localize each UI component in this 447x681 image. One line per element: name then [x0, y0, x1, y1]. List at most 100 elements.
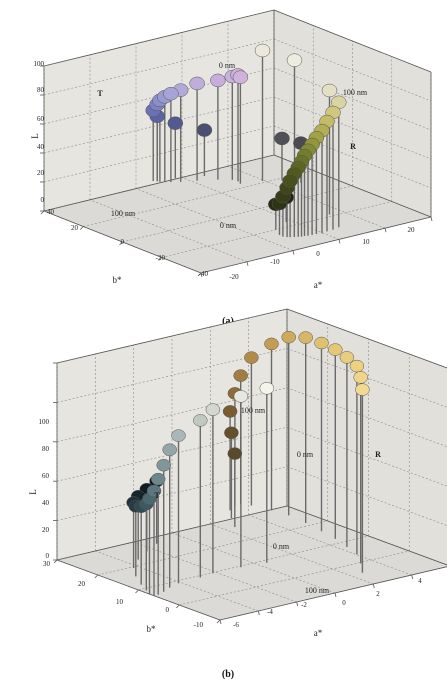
- panel-a-point-t: [282, 174, 298, 188]
- panel-a-a-tick-mark: [292, 250, 295, 255]
- panel-a-b-tick: 0: [121, 238, 125, 246]
- panel-b-grid-line: [133, 541, 297, 603]
- panel-b-point-t: [193, 414, 208, 427]
- panel-a-z-axis-label: L: [30, 133, 40, 139]
- panel-b-annotation-100nm-t: 100 nm: [305, 586, 330, 595]
- panel-a-point-t: [286, 53, 303, 67]
- panel-b-b-tick-mark: [94, 574, 99, 579]
- panel-a-b-tick-labels: 40 20 0 -20 -40: [47, 208, 208, 278]
- panel-b-point-r: [314, 336, 329, 350]
- panel-a-z-tick: 100: [34, 60, 45, 68]
- panel-a-a-tick: 10: [363, 238, 371, 246]
- panel-b-grid-line: [171, 532, 336, 594]
- panel-b-point-r: [298, 331, 313, 344]
- panel-a-grid-line: [273, 96, 432, 160]
- panel-a-b-tick: 40: [47, 208, 55, 216]
- panel-a-series-label-t: T: [97, 89, 103, 98]
- panel-b-back-wall-right: [287, 309, 447, 565]
- panel-b-point-t: [150, 472, 166, 486]
- panel-a-b-axis-label: b*: [113, 275, 123, 285]
- panel-b-point-t: [171, 429, 186, 442]
- panel-b-annotation-0nm-t: 0 nm: [297, 450, 314, 459]
- panel-b-b-axis-label: b*: [147, 624, 157, 634]
- panel-b-b-tick-labels: 30 20 10 0 -10: [43, 560, 203, 629]
- panel-b-point-t: [259, 382, 275, 395]
- panel-a-z-tick-labels: 100 80 60 40 20 0: [34, 60, 45, 204]
- panel-a-a-tick-mark: [430, 216, 433, 222]
- panel-b-a-tick-mark: [219, 619, 222, 625]
- panel-a-b-tick-mark: [197, 272, 202, 277]
- panel-a-point-r: [196, 123, 213, 137]
- panel-a-point-r: [163, 86, 179, 101]
- panel-b-b-tick: 20: [78, 580, 86, 588]
- panel-b-grid-line: [248, 514, 412, 576]
- panel-a-a-tick-mark: [246, 261, 249, 266]
- panel-b-b-tick: 10: [116, 598, 124, 606]
- panel-b-grid-line: [56, 426, 288, 482]
- panel-a-grid-line: [89, 199, 248, 263]
- panel-a-point-r: [167, 116, 184, 130]
- panel-b-point-t: [146, 484, 162, 498]
- panel-a-point-r: [210, 73, 226, 88]
- panel-a-b-tick: -40: [199, 270, 209, 278]
- panel-b-caption: (b): [222, 669, 234, 680]
- panel-a-grid-line: [161, 201, 392, 258]
- panel-b-a-tick: -4: [267, 608, 273, 616]
- panel-a-grid-line: [43, 125, 275, 183]
- panel-a-z-tick: 80: [37, 86, 45, 94]
- panel-b-point-r: [224, 426, 239, 440]
- panel-a-z-tick: 60: [37, 115, 45, 123]
- panel-b-a-tick-mark: [296, 601, 299, 607]
- panel-b-z-tick: 20: [42, 526, 50, 534]
- panel-a-a-tick: -20: [229, 273, 239, 281]
- panel-a-grid-line: [181, 177, 340, 240]
- panel-a-grid-line: [43, 96, 275, 154]
- panel-a-annotation-0nm-t: 0 nm: [219, 61, 236, 70]
- panel-b-grid-line: [286, 466, 447, 526]
- panel-b-z-axis-label: L: [28, 489, 38, 495]
- panel-b-z-tick: 100: [39, 418, 50, 426]
- panel-a-point-t: [321, 83, 338, 98]
- panel-b-chart: 100 80 60 40 20 0 L 30 20 10 0 -10 b* -6…: [28, 308, 447, 680]
- panel-a-a-tick: 0: [316, 250, 320, 258]
- panel-b-point-r: [244, 351, 259, 364]
- panel-a-grid-line: [43, 38, 275, 96]
- panel-a-annotation-100nm-r: 100 nm: [343, 88, 368, 97]
- panel-b-point-r: [281, 330, 296, 344]
- panel-a-point-r: [274, 131, 290, 146]
- panel-a-grid-line: [273, 67, 432, 131]
- panel-b-box-edge: [286, 505, 447, 566]
- panel-a-point-t: [254, 43, 271, 58]
- panel-b-a-tick-mark: [334, 592, 337, 598]
- panel-b-a-tick: 2: [376, 590, 380, 598]
- panel-b-grid-line: [286, 387, 447, 448]
- panel-a-a-tick-mark: [200, 272, 203, 278]
- panel-b-a-tick-mark: [257, 610, 260, 616]
- panel-a-b-tick: -20: [156, 254, 166, 262]
- panel-b-a-tick-mark: [411, 574, 414, 580]
- panel-b-grid-line: [210, 523, 374, 585]
- panel-a-grid-line: [122, 185, 353, 243]
- panel-a-a-tick: 20: [408, 226, 416, 234]
- panel-b-grid-line: [286, 348, 447, 408]
- panel-b-box-edge: [56, 308, 288, 364]
- panel-b-z-tick: 40: [42, 499, 50, 507]
- panel-b-point-r: [328, 343, 343, 356]
- panel-b-z-tick: 0: [46, 552, 50, 560]
- panel-b-b-tick-mark: [216, 619, 221, 624]
- panel-b-series-label-r: R: [375, 450, 381, 459]
- panel-a-grid-line: [273, 125, 432, 189]
- panel-a-series-label-r: R: [350, 142, 356, 151]
- panel-b-point-t: [205, 403, 221, 416]
- panel-b-b-tick-mark: [135, 589, 139, 594]
- panel-b-a-tick: -6: [233, 621, 239, 629]
- panel-b-point-t: [233, 390, 249, 403]
- panel-a-b-tick-mark: [40, 210, 45, 215]
- panel-a-chart: 100 80 60 40 20 0 L 40 20 0 -20 -40 b* -…: [30, 9, 433, 327]
- panel-b-a-tick: 4: [418, 577, 422, 585]
- panel-a-b-tick-mark: [119, 241, 123, 246]
- panel-b-a-tick-labels: -6 -4 -2 0 2 4: [233, 577, 422, 629]
- panel-b-z-tick-labels: 100 80 60 40 20 0: [39, 418, 50, 560]
- panel-b-annotation-0nm-r: 0 nm: [273, 542, 290, 551]
